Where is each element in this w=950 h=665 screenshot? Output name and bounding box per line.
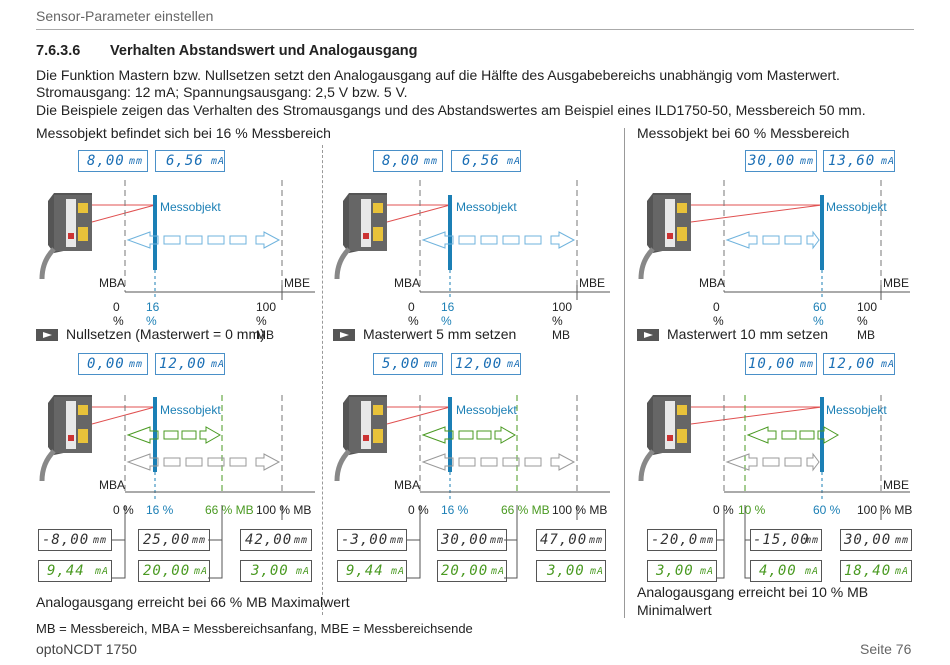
- pct-0: 0 %: [408, 503, 429, 517]
- col2-lcd-current-2: 20,00 mA: [437, 560, 507, 582]
- col3-lcd-current-2: 4,00 mA: [750, 560, 822, 582]
- column-separator-dotted: [322, 145, 323, 615]
- pct-60: 60 %: [813, 503, 841, 517]
- arrow-right-icon: [36, 329, 58, 342]
- col3-top-distance-display: 30,00 mm: [745, 150, 817, 172]
- col1-lcd-current-1: 9,44 mA: [38, 560, 112, 582]
- arrow-right-icon: [637, 329, 659, 342]
- col1-top-distance-display: 8,00 mm: [78, 150, 148, 172]
- paragraph-1: Die Funktion Mastern bzw. Nullsetzen set…: [36, 67, 840, 83]
- col3-title: Messobjekt bei 60 % Messbereich: [637, 125, 850, 141]
- col1-note: Analogausgang erreicht bei 66 % MB Maxim…: [36, 594, 350, 610]
- pct-100: 100 % MB: [857, 503, 913, 517]
- mbe-label: MBE: [883, 478, 910, 492]
- col2-top-distance-display: 8,00 mm: [373, 150, 443, 172]
- col3-top-current-display: 13,60 mA: [823, 150, 895, 172]
- pct-100: 100 % MB: [256, 300, 277, 342]
- running-header: Sensor-Parameter einstellen: [36, 8, 214, 24]
- pct-10: 10 %: [738, 503, 766, 517]
- col1-top-current-display: 6,56 mA: [155, 150, 225, 172]
- col3-lcd-current-1: 3,00 mA: [647, 560, 717, 582]
- arrow-right-icon: [333, 329, 355, 342]
- mba-label: MBA: [699, 276, 726, 290]
- col1-lcd-distance-1: -8,00 mm: [38, 529, 112, 551]
- mbe-label: MBE: [284, 276, 311, 290]
- paragraph-3: Die Beispiele zeigen das Verhalten des S…: [36, 102, 866, 118]
- col3-mid-distance-display: 10,00 mm: [745, 353, 817, 375]
- pct-100: 100 % MB: [857, 300, 878, 342]
- paragraph-2: Stromausgang: 12 mA; Spannungsausgang: 2…: [36, 84, 408, 100]
- col3-mid-current-display: 12,00 mA: [823, 353, 895, 375]
- pct-100: 100 % MB: [552, 503, 608, 517]
- col3-step: Masterwert 10 mm setzen: [637, 326, 828, 342]
- col2-top-current-display: 6,56 mA: [451, 150, 521, 172]
- pct-100: 100 % MB: [256, 503, 312, 517]
- mba-label: MBA: [99, 478, 126, 492]
- target-label: Messobjekt: [456, 403, 517, 417]
- col2-step: Masterwert 5 mm setzen: [333, 326, 516, 342]
- target-label: Messobjekt: [456, 200, 517, 214]
- pct-16: 16 %: [146, 503, 174, 517]
- col1-mid-distance-display: 0,00 mm: [78, 353, 148, 375]
- pct-0: 0 %: [113, 300, 124, 328]
- col1-mid-current-display: 12,00 mA: [155, 353, 225, 375]
- mba-label: MBA: [394, 276, 421, 290]
- col1-lcd-distance-3: 42,00 mm: [240, 529, 312, 551]
- col3-lcd-distance-1: -20,0 mm: [647, 529, 717, 551]
- pct-66-mb: 66 % MB: [501, 503, 550, 517]
- col2-lcd-distance-1: -3,00 mm: [337, 529, 407, 551]
- col2-lcd-current-3: 3,00 mA: [536, 560, 606, 582]
- col2-lcd-distance-2: 30,00 mm: [437, 529, 507, 551]
- pct-0: 0 %: [113, 503, 134, 517]
- pct-16: 16 %: [441, 300, 455, 328]
- column-separator: [624, 128, 625, 618]
- target-label: Messobjekt: [160, 200, 221, 214]
- col1-lcd-current-2: 20,00 mA: [138, 560, 210, 582]
- pct-100: 100 % MB: [552, 300, 573, 342]
- mba-label: MBA: [394, 478, 421, 492]
- col3-lcd-distance-3: 30,00 mm: [840, 529, 912, 551]
- pct-16: 16 %: [146, 300, 160, 328]
- col2-lcd-distance-3: 47,00 mm: [536, 529, 606, 551]
- legend-footnote: MB = Messbereich, MBA = Messbereichsanfa…: [36, 621, 473, 636]
- col1-step: Nullsetzen (Masterwert = 0 mm): [36, 326, 265, 342]
- col3-note-line1: Analogausgang erreicht bei 10 % MB: [637, 584, 869, 600]
- pct-0: 0 %: [408, 300, 419, 328]
- target-label: Messobjekt: [160, 403, 221, 417]
- col3-note-line2: Minimalwert: [637, 602, 712, 618]
- mbe-label: MBE: [579, 276, 606, 290]
- col3-lcd-distance-2: -15,00 mm: [750, 529, 822, 551]
- mbe-label: MBE: [883, 276, 910, 290]
- target-label: Messobjekt: [826, 403, 887, 417]
- mba-label: MBA: [99, 276, 126, 290]
- col1-title: Messobjekt befindet sich bei 16 % Messbe…: [36, 125, 331, 141]
- section-heading: 7.6.3.6 Verhalten Abstandswert und Analo…: [36, 43, 418, 59]
- col1-lcd-distance-2: 25,00 mm: [138, 529, 210, 551]
- pct-0: 0 %: [713, 300, 724, 328]
- pct-60: 60 %: [813, 300, 827, 328]
- pct-0: 0 %: [713, 503, 734, 517]
- col1-lcd-current-3: 3,00 mA: [240, 560, 312, 582]
- target-label: Messobjekt: [826, 200, 887, 214]
- pct-16: 16 %: [441, 503, 469, 517]
- page-number: Seite 76: [860, 641, 912, 657]
- header-divider: [36, 29, 914, 30]
- section-number: 7.6.3.6: [36, 43, 81, 59]
- col2-lcd-current-1: 9,44 mA: [337, 560, 407, 582]
- col2-mid-current-display: 12,00 mA: [451, 353, 521, 375]
- section-title: Verhalten Abstandswert und Analogausgang: [110, 43, 418, 59]
- pct-66-mb: 66 % MB: [205, 503, 254, 517]
- col2-mid-distance-display: 5,00 mm: [373, 353, 443, 375]
- col3-lcd-current-3: 18,40 mA: [840, 560, 912, 582]
- product-name: optoNCDT 1750: [36, 641, 137, 657]
